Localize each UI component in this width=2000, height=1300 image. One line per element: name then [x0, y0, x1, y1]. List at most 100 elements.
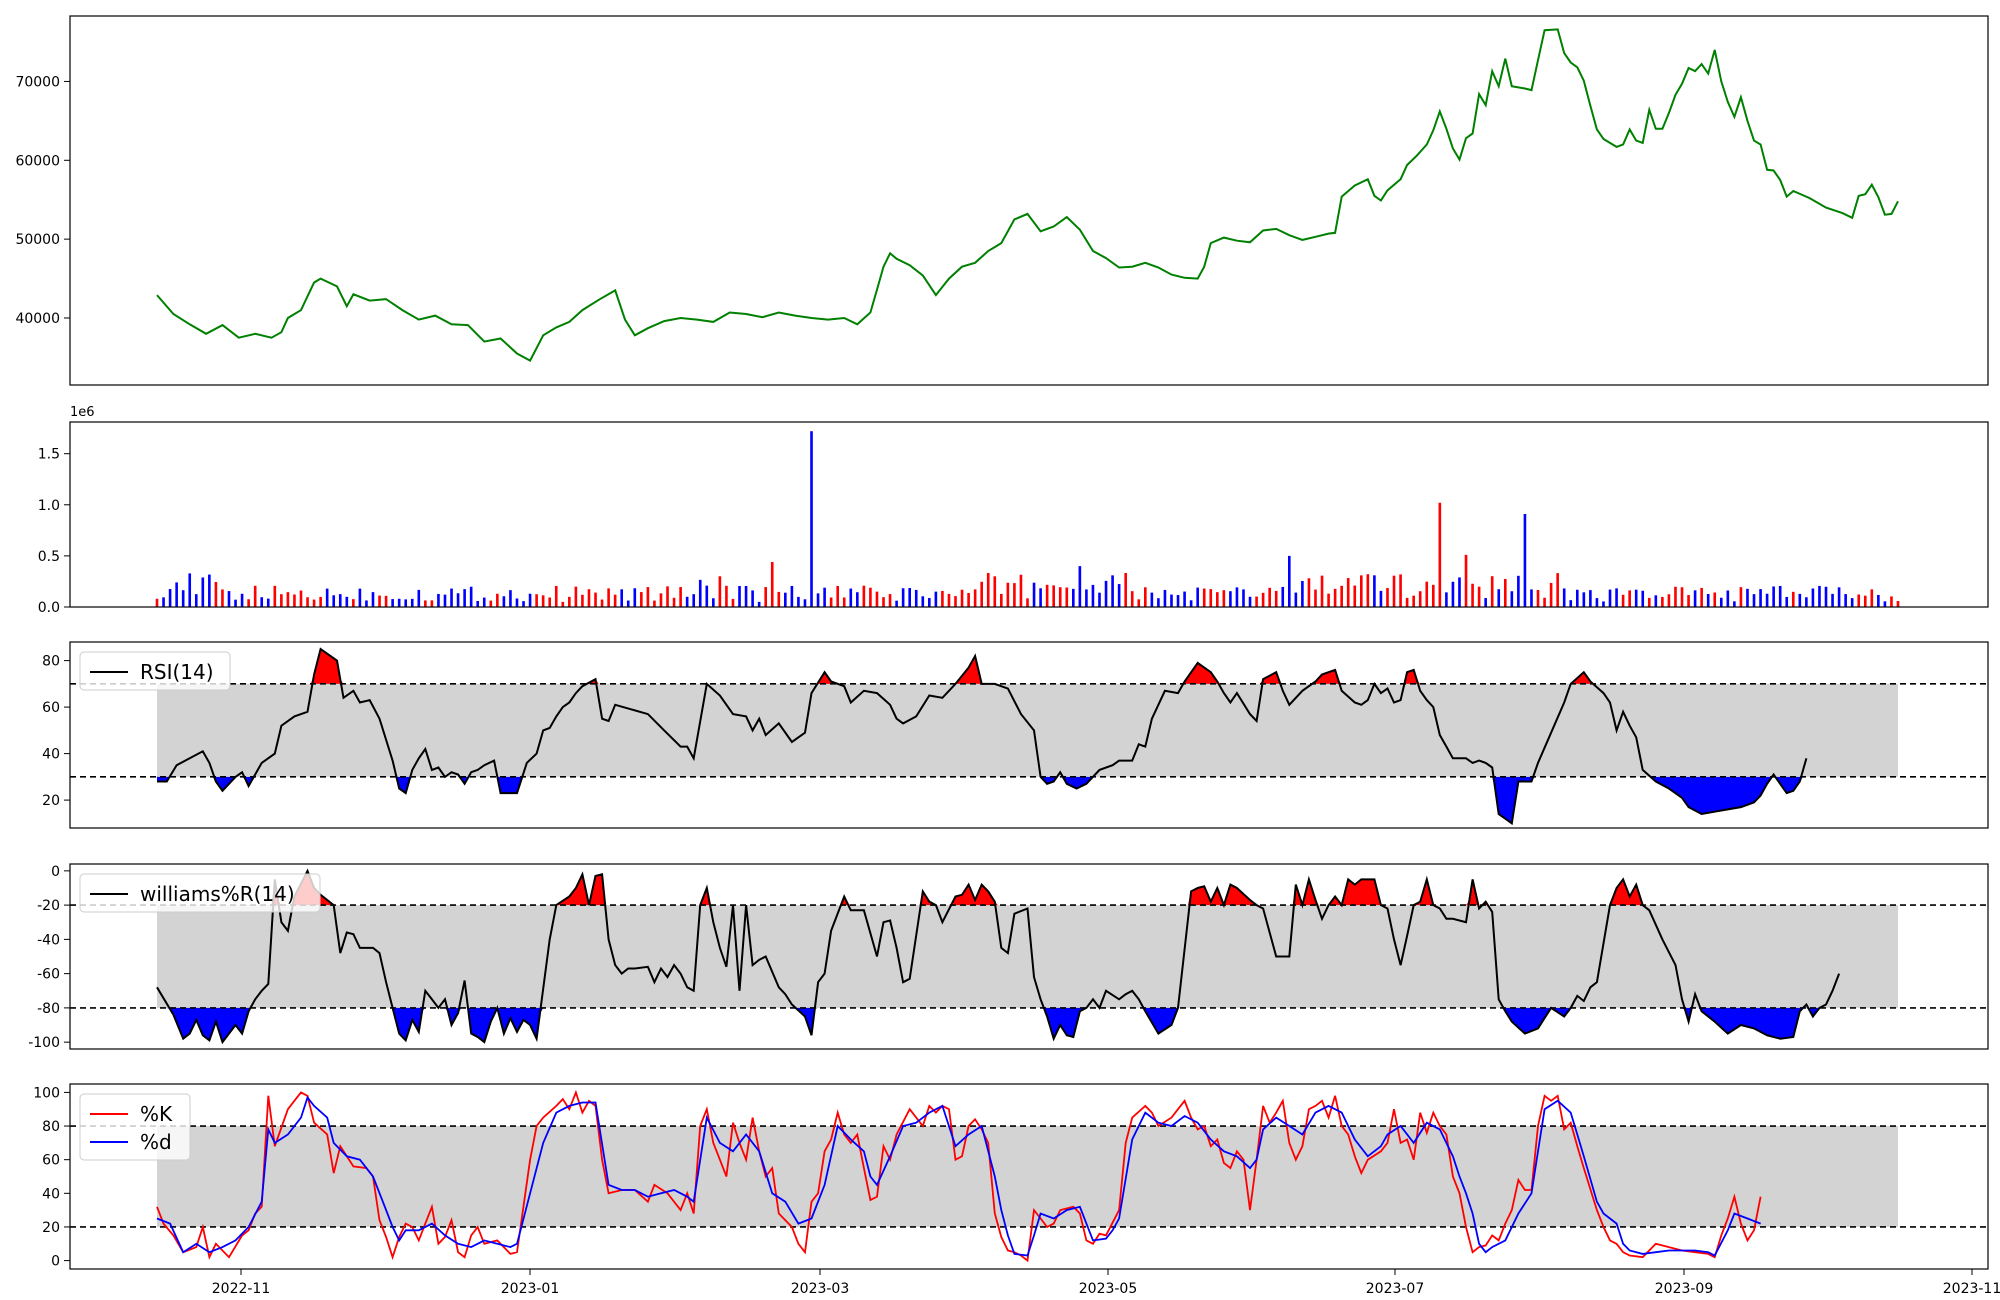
price-ytick-label: 40000 — [15, 311, 60, 327]
volume-bar — [1137, 599, 1141, 607]
volume-bar — [1013, 583, 1016, 607]
volume-bar — [633, 588, 637, 607]
williams-overbought-fill — [157, 870, 1898, 906]
volume-bar — [1340, 585, 1343, 607]
volume-bar — [1562, 588, 1566, 607]
volume-bar — [319, 596, 322, 607]
volume-bar — [803, 599, 807, 607]
volume-bar — [1726, 590, 1730, 607]
volume-bar — [1844, 594, 1847, 607]
volume-bar — [476, 600, 480, 607]
volume-bar — [856, 592, 859, 607]
volume-bar — [417, 589, 421, 607]
volume-bar — [430, 600, 434, 607]
price-ytick-label: 50000 — [15, 232, 60, 248]
stochastic-panel: 0 20 40 60 80 100 %K %d — [33, 1083, 1989, 1270]
volume-bar — [391, 599, 394, 607]
volume-bar — [1589, 590, 1592, 607]
volume-bar — [522, 601, 525, 607]
volume-bar — [1359, 575, 1363, 607]
price-line — [156, 28, 1899, 362]
volume-bar — [181, 590, 185, 607]
volume-bar — [587, 589, 591, 607]
price-panel: 40000 50000 60000 70000 — [15, 15, 1989, 386]
volume-bar — [1412, 595, 1415, 607]
volume-bar — [1405, 597, 1409, 607]
volume-bar — [784, 592, 787, 607]
volume-bar — [620, 589, 624, 607]
volume-bar — [640, 592, 643, 607]
volume-bar — [744, 585, 748, 607]
williams-ytick-label: -40 — [37, 932, 60, 948]
volume-bar — [836, 586, 840, 607]
volume-bar — [764, 587, 768, 607]
volume-bar — [1464, 554, 1468, 607]
volume-bar — [1124, 572, 1127, 607]
volume-bar — [757, 601, 761, 607]
williams-ytick-label: 0 — [51, 864, 60, 880]
stoch-frame — [69, 1083, 1989, 1270]
volume-bar — [1490, 576, 1494, 607]
stoch-ytick-label: 20 — [42, 1220, 60, 1236]
volume-bar — [437, 593, 440, 607]
volume-bar — [1497, 589, 1501, 607]
price-ytick-label: 70000 — [15, 74, 60, 90]
volume-bar — [1680, 587, 1684, 607]
volume-bar — [1693, 590, 1697, 607]
volume-bar — [849, 588, 853, 607]
volume-bar — [1647, 597, 1651, 607]
volume-bar — [424, 600, 427, 607]
volume-bar — [928, 598, 931, 607]
volume-bar — [1183, 591, 1186, 607]
volume-bar — [1759, 589, 1762, 607]
volume-bar — [502, 596, 506, 607]
volume-bar — [1739, 587, 1743, 607]
volume-bar — [1831, 593, 1834, 607]
volume-bar — [1026, 598, 1029, 607]
volume-bar — [1314, 589, 1317, 607]
volume-bar — [1150, 592, 1154, 607]
stoch-legend: %K %d — [79, 1093, 191, 1161]
volume-bar — [895, 600, 898, 607]
volume-frame — [69, 421, 1989, 608]
volume-bar — [175, 582, 178, 607]
volume-ytick-label: 1.5 — [38, 447, 60, 463]
volume-bar — [266, 598, 270, 607]
volume-bar — [816, 593, 820, 607]
x-tick-label: 2023-09 — [1655, 1281, 1714, 1297]
volume-bar — [1039, 588, 1042, 607]
volume-bar — [450, 588, 453, 607]
volume-bar — [954, 596, 957, 607]
volume-bar — [208, 574, 211, 607]
volume-bar — [1667, 594, 1671, 607]
williams-ytick-label: -80 — [37, 1001, 60, 1017]
volume-bar — [1215, 592, 1219, 607]
volume-bar — [1307, 578, 1311, 607]
volume-bar — [509, 590, 512, 607]
volume-bar — [1654, 595, 1658, 607]
williams-legend-label: williams%R(14) — [140, 882, 295, 906]
rsi-ytick-label: 20 — [42, 793, 60, 809]
volume-bar — [1746, 588, 1749, 607]
stoch-ytick-label: 0 — [51, 1254, 60, 1270]
volume-bar — [698, 579, 702, 607]
williams-frame — [69, 863, 1989, 1050]
volume-bar — [1170, 594, 1173, 607]
volume-bar — [1072, 588, 1075, 607]
volume-bar — [1157, 598, 1160, 607]
volume-bar — [908, 588, 911, 607]
volume-bar — [1019, 574, 1023, 607]
volume-bar — [227, 591, 231, 607]
volume-bar — [1392, 575, 1396, 607]
volume-bar — [253, 585, 257, 607]
volume-bar — [1778, 585, 1782, 607]
stoch-legend-label: %K — [140, 1102, 173, 1126]
volume-bar — [1268, 587, 1271, 607]
volume-ytick-label: 0.5 — [38, 549, 60, 565]
volume-bar — [214, 581, 218, 607]
stoch-neutral-band — [157, 1126, 1898, 1227]
volume-bar — [1556, 573, 1559, 607]
rsi-legend-box — [79, 651, 231, 691]
volume-bar — [1569, 600, 1573, 607]
volume-bar — [1333, 588, 1337, 607]
